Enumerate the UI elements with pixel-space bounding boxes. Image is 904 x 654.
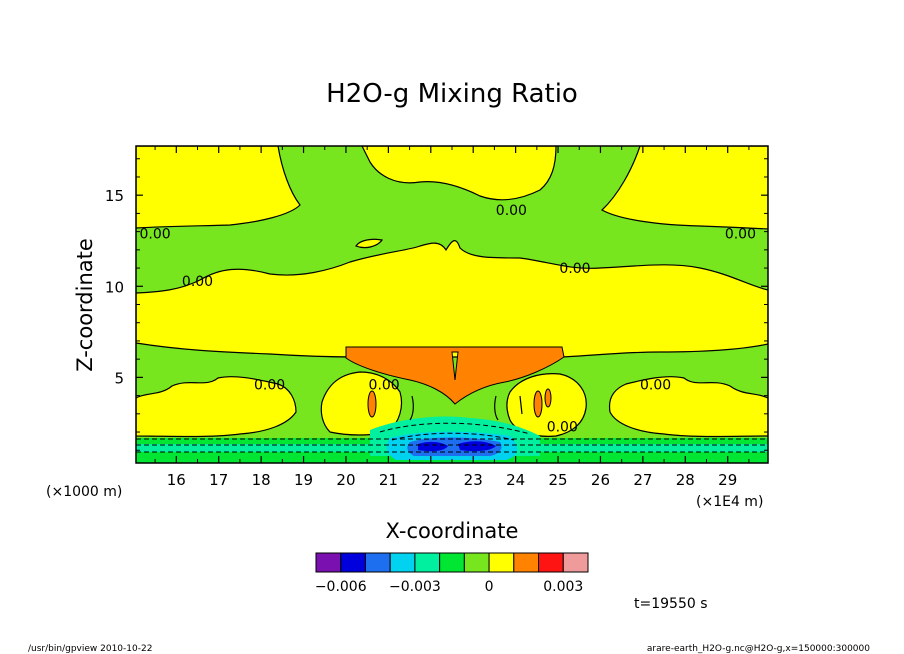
y-axis: 5 10 15 — [105, 158, 768, 451]
field-yellow-top-left — [136, 146, 301, 229]
field-yellow-top-right — [600, 146, 768, 230]
field-orange-core — [345, 346, 565, 405]
x-tick-label: 16 — [167, 471, 186, 489]
contour-label: 0.00 — [640, 378, 671, 394]
y-tick-label: 15 — [105, 187, 124, 205]
colorbar-swatch — [364, 552, 391, 573]
field-orange-sliver — [533, 390, 543, 418]
contour-label: 0.00 — [140, 226, 171, 242]
plot-area: 0.000.00 0.000.000.000.00 0.00 0.000.00 16 1… — [105, 145, 769, 489]
field-orange-sliver — [367, 390, 377, 418]
x-tick-label: 25 — [548, 471, 567, 489]
colorbar-label: 0 — [485, 579, 494, 595]
contour-label: 0.00 — [254, 378, 285, 394]
colorbar-swatch — [389, 552, 416, 573]
contour-labels: 0.00 0.00 0.00 0.00 0.00 0.00 0.00 0.00 0.00 — [140, 203, 757, 436]
footer-right: arare-earth_H2O-g.nc@H2O-g,x=150000:3000… — [647, 644, 870, 654]
y-tick-label: 10 — [105, 278, 124, 296]
y-tick-label: 5 — [114, 369, 124, 387]
field-yellow-low-center-left — [320, 371, 403, 436]
negative-contours — [136, 422, 768, 453]
contour-label: 0.00 — [559, 261, 590, 277]
field-yellow-top-center — [361, 146, 557, 201]
y-axis-title: Z-coordinate — [73, 238, 97, 372]
x-tick-label: 26 — [591, 471, 610, 489]
x-axis-title: X-coordinate — [386, 519, 519, 543]
contour-label: 0.00 — [725, 226, 756, 242]
colorbar-swatch — [315, 552, 342, 573]
chart-title: H2O-g Mixing Ratio — [326, 79, 578, 109]
colorbar-swatch — [538, 552, 564, 573]
colorbar-swatch — [439, 552, 465, 573]
x-tick-label: 18 — [252, 471, 271, 489]
contour-label: 0.00 — [182, 274, 213, 290]
x-tick-label: 21 — [379, 471, 398, 489]
contour-label: 0.00 — [496, 203, 527, 219]
field-darkblue-core — [418, 441, 496, 452]
colorbar-swatch — [488, 552, 515, 573]
colorbar-swatch — [414, 552, 441, 573]
contour-label: 0.00 — [369, 378, 400, 394]
contour-label: 0.00 — [547, 420, 578, 436]
colorbar-swatch — [513, 552, 540, 573]
colorbar-swatch — [463, 552, 490, 573]
colorbar-label: 0.003 — [543, 579, 583, 595]
field-yellow-low-left — [136, 376, 297, 438]
colorbar-label: −0.006 — [315, 579, 367, 595]
field-yellow-low-right — [608, 376, 768, 438]
x-axis: 16 17 18 19 20 21 22 23 24 25 26 27 28 29 — [154, 146, 750, 489]
field-yellow-island — [355, 238, 383, 249]
colorbar-swatch — [340, 552, 366, 573]
time-label: t=19550 s — [634, 596, 708, 612]
zero-contours — [409, 395, 523, 421]
footer-left: /usr/bin/gpview 2010-10-22 — [28, 644, 152, 654]
x-tick-label: 23 — [464, 471, 483, 489]
x-tick-label: 24 — [506, 471, 525, 489]
colorbar-swatch — [562, 552, 589, 573]
field-orange-sliver — [544, 388, 552, 408]
x-tick-label: 22 — [421, 471, 440, 489]
x-tick-label: 19 — [294, 471, 313, 489]
colorbar-label: −0.003 — [389, 579, 441, 595]
x-tick-label: 17 — [209, 471, 228, 489]
x-unit-left: (×1000 m) — [46, 484, 122, 500]
colorbar: −0.006 −0.003 0 0.003 — [315, 552, 589, 595]
x-tick-label: 27 — [633, 471, 652, 489]
x-tick-label: 29 — [718, 471, 737, 489]
x-unit-right: (×1E4 m) — [696, 494, 763, 510]
x-tick-label: 20 — [336, 471, 355, 489]
x-tick-label: 28 — [676, 471, 695, 489]
